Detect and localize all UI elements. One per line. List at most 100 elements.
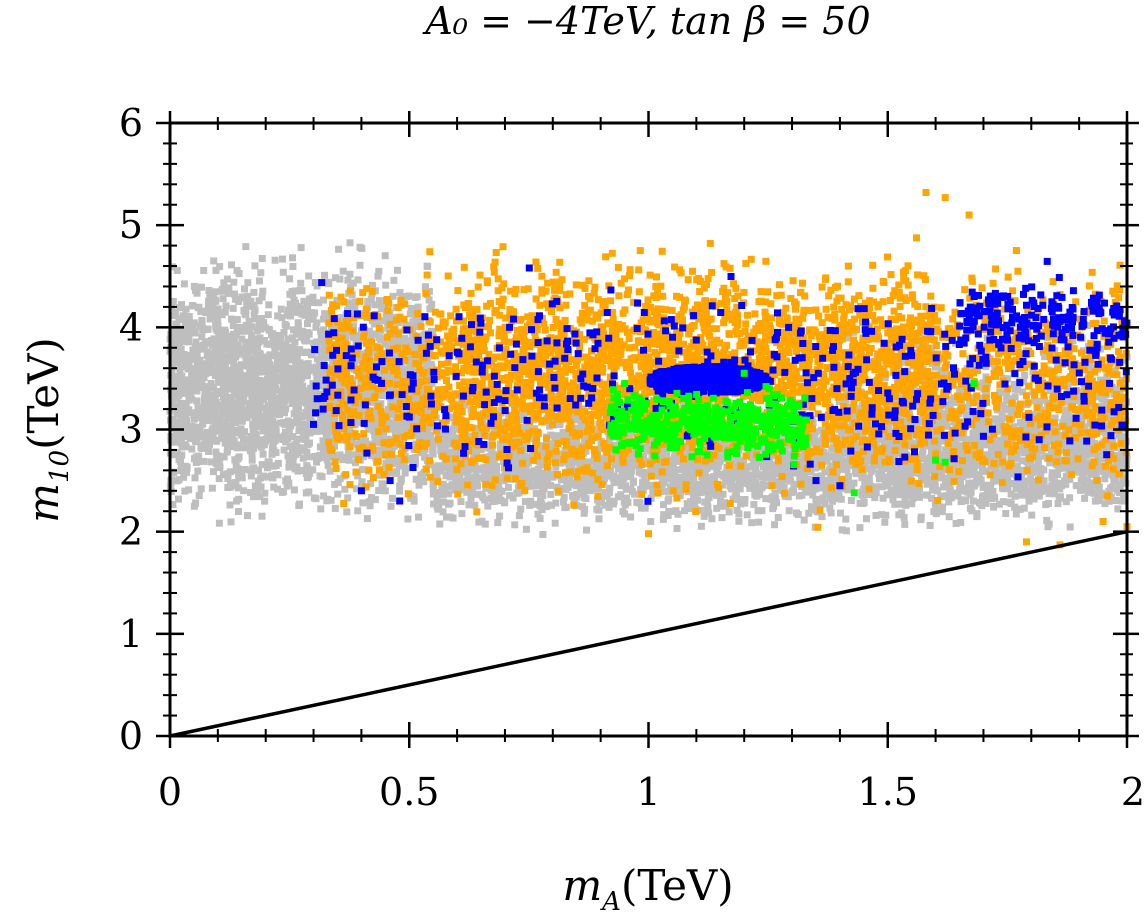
gray-point	[411, 314, 419, 322]
gray-point	[180, 404, 188, 412]
gray-point	[569, 413, 577, 420]
gray-point	[443, 432, 451, 440]
gray-point	[669, 476, 677, 484]
gray-point	[277, 373, 285, 381]
gray-point	[354, 472, 362, 480]
gray-point	[354, 507, 362, 515]
gray-point	[695, 507, 703, 514]
gray-point	[509, 460, 517, 468]
gray-point	[998, 410, 1006, 418]
gray-point	[294, 402, 302, 410]
gray-point	[271, 425, 279, 433]
gray-point	[595, 506, 603, 514]
gray-point	[185, 357, 193, 365]
gray-point	[313, 319, 321, 327]
gray-point	[1034, 458, 1042, 466]
gray-point	[577, 419, 585, 427]
gray-point	[182, 430, 190, 438]
gray-point	[183, 416, 191, 424]
gray-point	[214, 366, 222, 374]
gray-point	[778, 476, 785, 484]
gray-point	[206, 292, 214, 300]
gray-point	[1028, 511, 1036, 519]
gray-point	[281, 397, 289, 404]
gray-point	[230, 346, 238, 354]
gray-point	[374, 272, 382, 280]
gray-point	[297, 279, 305, 287]
gray-point	[178, 409, 186, 417]
gray-point	[195, 452, 203, 460]
gray-point	[865, 491, 873, 499]
gray-point	[284, 335, 292, 343]
gray-point	[274, 340, 282, 348]
gray-point	[286, 442, 294, 450]
gray-point	[1081, 423, 1089, 431]
gray-point	[238, 394, 246, 402]
gray-point	[181, 320, 189, 328]
gray-point	[328, 428, 336, 436]
gray-point	[233, 429, 241, 437]
gray-point	[463, 477, 471, 485]
gray-point	[673, 525, 681, 532]
gray-point	[256, 493, 264, 501]
gray-point	[515, 512, 523, 520]
gray-point	[996, 436, 1004, 444]
gray-point	[168, 381, 176, 389]
gray-point	[967, 488, 975, 496]
gray-point	[786, 473, 794, 481]
gray-point	[182, 443, 190, 451]
gray-point	[314, 338, 322, 346]
gray-point	[182, 423, 190, 431]
gray-point	[269, 400, 277, 408]
gray-point	[232, 419, 240, 427]
gray-point	[304, 472, 312, 480]
gray-point	[298, 389, 306, 397]
gray-point	[276, 394, 284, 402]
gray-point	[657, 450, 665, 458]
gray-point	[315, 405, 323, 413]
gray-point	[349, 279, 357, 287]
gray-point	[412, 475, 420, 483]
gray-point	[242, 243, 250, 251]
gray-point	[226, 350, 234, 358]
gray-point	[610, 497, 618, 505]
gray-point	[298, 374, 306, 382]
gray-point	[580, 493, 588, 501]
gray-point	[207, 379, 215, 387]
gray-point	[463, 488, 471, 496]
gray-point	[212, 436, 220, 444]
gray-point	[229, 368, 237, 376]
gray-point	[884, 482, 892, 490]
gray-point	[378, 303, 386, 311]
gray-point	[779, 465, 787, 473]
gray-point	[194, 404, 202, 412]
gray-point	[169, 361, 176, 368]
gray-point	[296, 500, 303, 508]
gray-point	[409, 341, 417, 349]
gray-point	[815, 484, 823, 492]
gray-point	[250, 310, 258, 318]
gray-point	[296, 363, 304, 371]
gray-point	[248, 450, 256, 458]
gray-point	[1081, 494, 1089, 502]
gray-point	[168, 400, 176, 408]
gray-point	[425, 461, 432, 469]
gray-point	[1079, 471, 1087, 479]
gray-point	[831, 477, 839, 485]
gray-point	[796, 468, 804, 476]
gray-point	[806, 488, 813, 496]
gray-point	[847, 497, 855, 504]
gray-point	[898, 509, 906, 517]
gray-point	[175, 325, 183, 333]
gray-point	[623, 494, 630, 502]
gray-point	[428, 327, 435, 335]
gray-point	[181, 383, 189, 391]
gray-point	[540, 469, 548, 477]
gray-point	[202, 383, 210, 391]
gray-point	[890, 453, 898, 461]
gray-point	[770, 494, 777, 502]
gray-point	[939, 414, 947, 421]
gray-point	[912, 491, 920, 499]
gray-point	[220, 430, 228, 438]
gray-point	[408, 396, 416, 404]
